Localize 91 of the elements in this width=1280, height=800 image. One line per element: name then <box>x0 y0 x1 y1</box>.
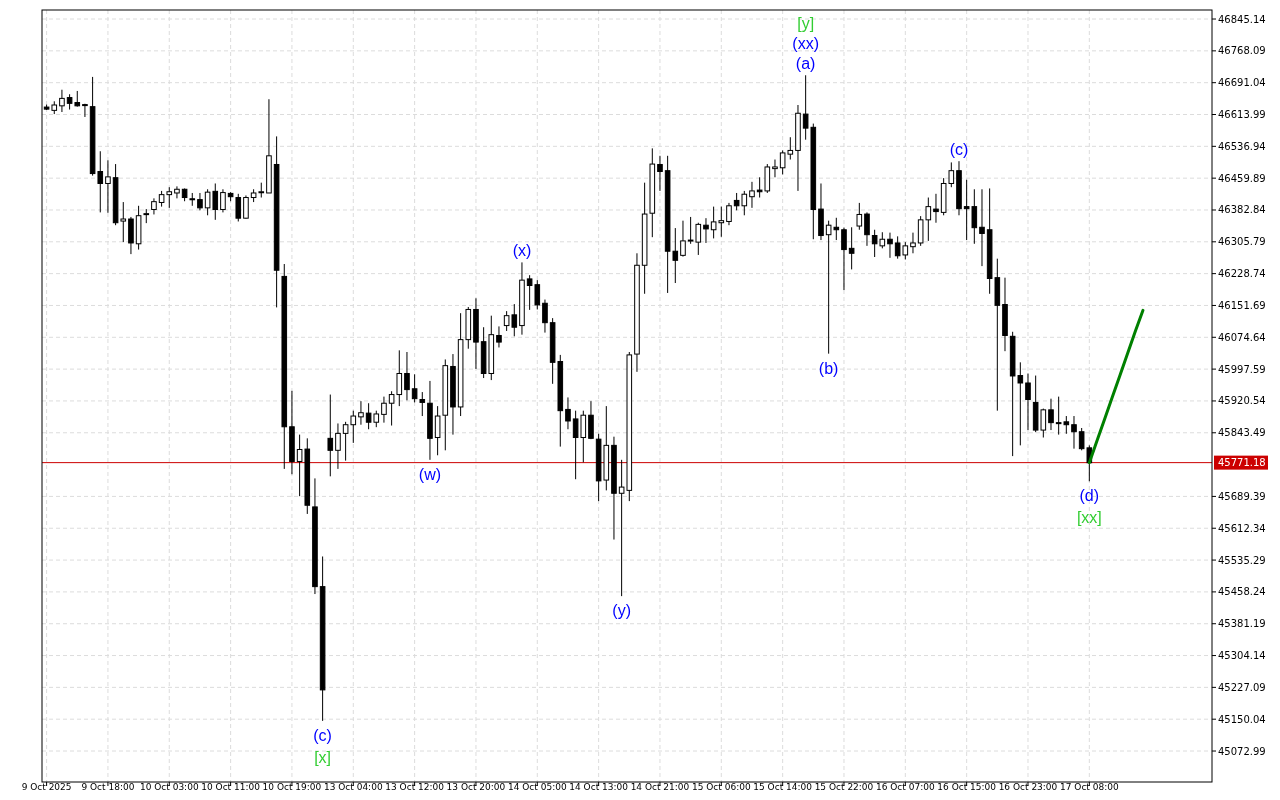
y-tick-label: 46845.14 <box>1218 13 1266 25</box>
y-tick-label: 45072.99 <box>1218 745 1266 757</box>
candlestick <box>680 220 686 258</box>
candlestick <box>588 400 594 440</box>
y-tick-label: 45227.09 <box>1218 681 1266 693</box>
candlestick <box>542 299 548 334</box>
candlestick <box>419 391 426 417</box>
candlestick <box>358 400 364 426</box>
x-tick-label: 13 Oct 20:00 <box>446 782 506 792</box>
y-tick-label: 45612.34 <box>1218 522 1266 534</box>
annotation: (d) <box>1079 487 1100 505</box>
x-tick-label: 9 Oct 2025 <box>21 782 72 792</box>
candlestick <box>128 216 134 255</box>
y-tick-label: 46691.04 <box>1218 77 1266 89</box>
x-tick-label: 17 Oct 08:00 <box>1059 782 1119 792</box>
candlestick <box>1025 372 1031 431</box>
ref-line-label: 45771.18 <box>1218 457 1266 469</box>
y-tick-label: 46536.94 <box>1218 140 1266 152</box>
x-tick-label: 15 Oct 06:00 <box>691 782 751 792</box>
annotation: (b) <box>818 359 839 377</box>
annotation: (x) <box>512 242 532 260</box>
candlestick <box>1048 398 1054 431</box>
candlestick <box>335 422 341 470</box>
candlestick <box>856 202 863 231</box>
candlestick <box>404 351 410 401</box>
candlestick <box>105 159 111 214</box>
candlestick <box>703 217 709 244</box>
x-tick-label: 16 Oct 23:00 <box>998 782 1058 792</box>
candlestick <box>243 194 249 220</box>
x-tick-label: 16 Oct 15:00 <box>937 782 997 792</box>
annotation: (a) <box>795 55 816 73</box>
y-tick-label: 46459.89 <box>1218 172 1266 184</box>
y-tick-label: 45689.39 <box>1218 490 1266 502</box>
candlestick <box>848 226 855 270</box>
annotation: [x] <box>314 748 332 766</box>
y-tick-label: 46613.99 <box>1218 109 1266 121</box>
candlestick <box>327 394 334 477</box>
candlestick <box>1071 415 1077 450</box>
x-tick-label: 16 Oct 07:00 <box>875 782 935 792</box>
y-tick-label: 46151.69 <box>1218 299 1266 311</box>
y-tick-label: 45535.29 <box>1218 554 1266 566</box>
annotation: (c) <box>949 141 969 159</box>
x-tick-label: 13 Oct 04:00 <box>323 782 383 792</box>
candlestick <box>657 155 663 192</box>
candlestick <box>59 89 65 113</box>
y-tick-label: 46768.09 <box>1218 45 1266 57</box>
x-tick-label: 14 Oct 13:00 <box>569 782 629 792</box>
y-tick-label: 45920.54 <box>1218 395 1266 407</box>
candlestick <box>381 396 387 424</box>
candlestick <box>910 232 916 254</box>
candlestick <box>82 103 88 118</box>
x-tick-label: 10 Oct 19:00 <box>262 782 322 792</box>
x-tick-label: 10 Oct 03:00 <box>139 782 199 792</box>
x-tick-label: 14 Oct 21:00 <box>630 782 690 792</box>
annotation: [xx] <box>1076 509 1102 527</box>
annotation: (w) <box>418 465 442 483</box>
candlestick <box>887 232 893 259</box>
y-tick-label: 46305.79 <box>1218 236 1266 248</box>
candlestick <box>726 202 732 226</box>
candlestick <box>411 373 418 403</box>
candlestick <box>864 211 870 247</box>
y-tick-label: 46228.74 <box>1218 268 1266 280</box>
x-tick-label: 9 Oct 18:00 <box>81 782 135 792</box>
annotation: [y] <box>797 15 815 33</box>
annotation: (c) <box>313 726 332 744</box>
y-tick-label: 45150.04 <box>1218 713 1266 725</box>
candlestick <box>174 185 180 199</box>
candlestick <box>749 181 755 209</box>
candlestick <box>220 188 226 213</box>
y-tick-label: 45843.49 <box>1218 427 1266 439</box>
y-tick-label: 45304.14 <box>1218 650 1266 662</box>
candlestick <box>496 325 502 348</box>
x-tick-label: 13 Oct 12:00 <box>385 782 445 792</box>
y-tick-label: 46382.84 <box>1218 204 1266 216</box>
y-tick-label: 45381.19 <box>1218 618 1266 630</box>
y-tick-label: 46074.64 <box>1218 331 1266 343</box>
annotation: (y) <box>612 602 631 620</box>
x-tick-label: 10 Oct 11:00 <box>201 782 261 792</box>
candlestick <box>979 188 985 267</box>
candlestick <box>772 159 778 178</box>
candlestick <box>841 227 847 291</box>
x-tick-label: 15 Oct 14:00 <box>753 782 813 792</box>
x-tick-label: 14 Oct 05:00 <box>507 782 567 792</box>
y-tick-label: 45997.59 <box>1218 363 1266 375</box>
y-tick-label: 45458.24 <box>1218 586 1266 598</box>
annotation: (xx) <box>792 35 819 53</box>
x-tick-label: 15 Oct 22:00 <box>814 782 874 792</box>
candlestick <box>235 193 242 222</box>
line-series <box>1087 308 1145 465</box>
candlestick <box>933 193 939 224</box>
candlestick <box>565 396 571 430</box>
